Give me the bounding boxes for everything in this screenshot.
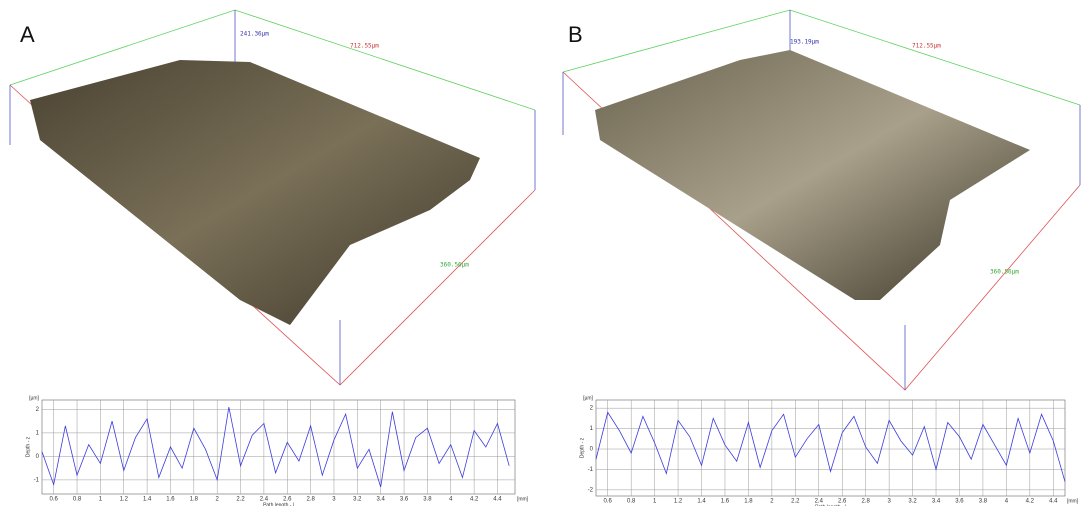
x-tick-label: 4 — [449, 497, 453, 503]
x-tick-label: 2.8 — [862, 499, 871, 505]
x-tick-label: 3.4 — [377, 497, 386, 503]
x-tick-label: 4.4 — [1049, 499, 1058, 505]
x-tick-label: 1.8 — [190, 497, 199, 503]
profile-line — [42, 407, 509, 487]
box-dimension: 193.19µm — [790, 39, 819, 46]
x-tick-label: 3.6 — [400, 497, 409, 503]
y-axis-label: Depth - z — [579, 437, 585, 458]
x-tick-label: 1.4 — [143, 497, 152, 503]
x-tick-label: 1.2 — [120, 497, 129, 503]
y-tick-label: -2 — [588, 487, 594, 493]
y-tick-label: 2 — [590, 406, 594, 412]
plot-frame — [596, 400, 1065, 496]
x-tick-label: 4.4 — [493, 497, 502, 503]
panel-label: A — [20, 22, 35, 47]
y-tick-label: 2 — [36, 407, 40, 413]
x-tick-label: 4.2 — [1026, 499, 1035, 505]
y-tick-label: -1 — [34, 477, 40, 483]
x-tick-label: 1 — [99, 497, 103, 503]
box-dimension: 360.56µm — [990, 269, 1019, 276]
surface-view-a: A 712.55µm 241.36µm 360.56µm — [10, 10, 535, 385]
x-tick-label: 2 — [216, 497, 220, 503]
x-tick-label: 2.2 — [236, 497, 245, 503]
x-tick-label: 3.8 — [423, 497, 432, 503]
box-dimension: 712.55µm — [912, 43, 941, 50]
x-tick-label: 4.2 — [470, 497, 479, 503]
x-tick-label: 0.6 — [50, 497, 59, 503]
x-unit: [mm] — [517, 496, 529, 502]
x-tick-label: 1.6 — [166, 497, 175, 503]
x-tick-label: 1.4 — [697, 499, 706, 505]
y-tick-label: 1 — [36, 430, 40, 436]
x-tick-label: 2 — [770, 499, 774, 505]
figure: A 712.55µm 241.36µm 360.56µm B 712.55µm … — [0, 0, 1084, 506]
x-tick-label: 3.4 — [932, 499, 941, 505]
x-tick-label: 2.8 — [306, 497, 315, 503]
surface-view-b: B 712.55µm 193.19µm 360.56µm — [563, 10, 1080, 390]
y-tick-label: 0 — [590, 447, 594, 453]
x-tick-label: 3.6 — [955, 499, 964, 505]
x-tick-label: 3 — [332, 497, 336, 503]
x-tick-label: 1.6 — [721, 499, 730, 505]
y-unit: [µm] — [583, 395, 593, 401]
y-tick-label: 0 — [36, 454, 40, 460]
y-tick-label: -1 — [588, 467, 594, 473]
profile-line — [596, 412, 1065, 481]
x-tick-label: 0.8 — [73, 497, 82, 503]
y-unit: [µm] — [29, 395, 39, 401]
x-unit: [mm] — [1067, 498, 1079, 504]
x-axis-label: Path length - l — [263, 502, 294, 506]
x-tick-label: 2.2 — [791, 499, 800, 505]
x-tick-label: 1.2 — [674, 499, 683, 505]
x-tick-label: 3 — [887, 499, 891, 505]
x-tick-label: 3.2 — [908, 499, 917, 505]
panel-label: B — [568, 22, 583, 47]
y-axis-label: Depth - z — [25, 436, 31, 457]
x-tick-label: 0.6 — [604, 499, 613, 505]
x-tick-label: 4 — [1005, 499, 1009, 505]
x-tick-label: 3.2 — [353, 497, 362, 503]
x-tick-label: 3.8 — [979, 499, 988, 505]
box-dimension: 360.56µm — [440, 262, 469, 269]
box-dimension: 241.36µm — [240, 31, 269, 38]
x-tick-label: 0.8 — [627, 499, 636, 505]
x-tick-label: 1.8 — [744, 499, 753, 505]
box-dimension: 712.55µm — [350, 43, 379, 50]
x-tick-label: 1 — [653, 499, 657, 505]
y-tick-label: 1 — [590, 426, 594, 432]
